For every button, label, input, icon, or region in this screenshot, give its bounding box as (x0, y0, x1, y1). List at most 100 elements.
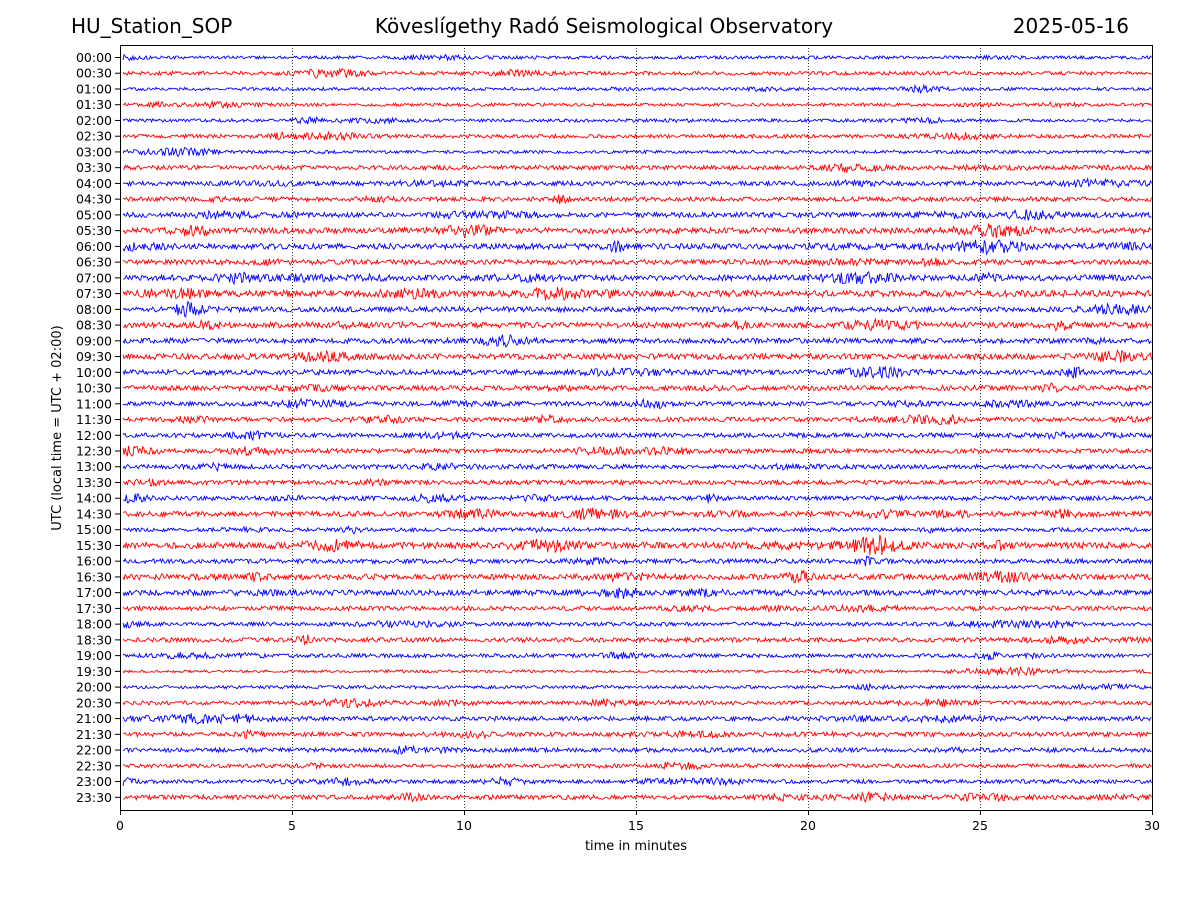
seismic-trace-2330 (122, 790, 1152, 804)
y-tick-label: 20:00 (76, 680, 112, 695)
x-axis-ticks: 0 5 10 15 20 25 30 (116, 810, 1160, 833)
seismic-trace-2130 (122, 728, 1152, 740)
y-tick-label: 15:30 (76, 538, 112, 553)
seismic-trace-2230 (122, 761, 1152, 771)
y-tick-label: 19:00 (76, 648, 112, 663)
y-tick-label: 13:00 (76, 459, 112, 474)
y-tick-label: 00:30 (76, 66, 112, 81)
seismic-trace-1930 (122, 665, 1152, 677)
seismic-trace-1400 (122, 492, 1152, 504)
y-tick-label: 15:00 (76, 522, 112, 537)
y-tick-label: 22:00 (76, 743, 112, 758)
seismic-trace-0200 (122, 116, 1152, 125)
date-label: 2025-05-16 (1012, 14, 1129, 38)
x-axis-label: time in minutes (585, 839, 687, 854)
seismic-trace-1500 (122, 524, 1152, 535)
seismic-trace-1800 (122, 618, 1152, 630)
y-tick-label: 13:30 (76, 475, 112, 490)
y-tick-label: 18:30 (76, 632, 112, 647)
x-tick-label: 30 (1144, 818, 1160, 833)
seismic-trace-0100 (122, 83, 1152, 95)
y-tick-label: 06:30 (76, 255, 112, 270)
seismic-trace-0730 (122, 286, 1152, 302)
y-tick-label: 01:00 (76, 81, 112, 96)
y-tick-label: 10:30 (76, 381, 112, 396)
y-axis-label: UTC (local time = UTC + 02:00) (50, 325, 65, 530)
seismic-trace-0530 (122, 223, 1152, 239)
y-tick-label: 03:00 (76, 144, 112, 159)
seismic-trace-1630 (122, 569, 1152, 584)
seismic-trace-0000 (122, 53, 1152, 62)
seismic-trace-1830 (122, 634, 1152, 646)
y-tick-label: 16:00 (76, 554, 112, 569)
seismic-trace-1130 (122, 413, 1152, 425)
y-tick-label: 11:30 (76, 412, 112, 427)
y-tick-label: 20:30 (76, 695, 112, 710)
y-tick-label: 03:30 (76, 160, 112, 175)
seismic-trace-1100 (122, 397, 1152, 410)
seismic-trace-0300 (122, 146, 1152, 158)
seismic-trace-0630 (122, 257, 1152, 268)
seismic-trace-1230 (122, 445, 1152, 457)
x-tick-label: 10 (456, 818, 472, 833)
y-tick-label: 02:30 (76, 129, 112, 144)
seismic-trace-0600 (122, 239, 1152, 256)
seismic-trace-0800 (122, 300, 1152, 319)
seismic-trace-0900 (122, 334, 1152, 348)
y-tick-label: 17:00 (76, 585, 112, 600)
x-tick-label: 5 (288, 818, 296, 833)
seismic-trace-1600 (122, 555, 1152, 567)
seismic-trace-1530 (122, 534, 1152, 555)
y-tick-label: 08:00 (76, 302, 112, 317)
seismic-trace-1330 (122, 477, 1152, 488)
seismic-trace-1700 (122, 587, 1152, 599)
seismic-trace-1200 (122, 430, 1152, 442)
y-tick-label: 09:30 (76, 349, 112, 364)
seismic-trace-2200 (122, 744, 1152, 755)
y-tick-label: 16:30 (76, 569, 112, 584)
y-tick-label: 07:30 (76, 286, 112, 301)
seismic-trace-0030 (122, 67, 1152, 79)
seismic-trace-0830 (122, 317, 1152, 332)
x-tick-label: 15 (628, 818, 644, 833)
y-tick-label: 00:00 (76, 50, 112, 65)
y-tick-label: 04:00 (76, 176, 112, 191)
trace-group (122, 53, 1152, 804)
y-tick-label: 05:30 (76, 223, 112, 238)
y-tick-label: 17:30 (76, 601, 112, 616)
y-tick-label: 23:30 (76, 790, 112, 805)
y-tick-label: 14:00 (76, 491, 112, 506)
y-tick-label: 23:00 (76, 774, 112, 789)
seismic-trace-0330 (122, 163, 1152, 174)
seismic-trace-1030 (122, 382, 1152, 394)
y-tick-label: 21:00 (76, 711, 112, 726)
seismic-trace-1300 (122, 461, 1152, 473)
y-tick-label: 05:00 (76, 207, 112, 222)
seismic-trace-2100 (122, 713, 1152, 725)
plot-frame (120, 45, 1153, 811)
y-tick-label: 14:30 (76, 506, 112, 521)
y-tick-label: 22:30 (76, 758, 112, 773)
y-tick-label: 02:00 (76, 113, 112, 128)
seismic-trace-2300 (122, 775, 1152, 788)
seismic-trace-1430 (122, 507, 1152, 521)
seismic-trace-2000 (122, 682, 1152, 692)
y-tick-label: 19:30 (76, 664, 112, 679)
y-tick-label: 06:00 (76, 239, 112, 254)
seismic-trace-0230 (122, 130, 1152, 142)
seismic-trace-0400 (122, 177, 1152, 189)
seismic-trace-1730 (122, 603, 1152, 614)
y-tick-label: 18:00 (76, 617, 112, 632)
y-tick-label: 12:00 (76, 428, 112, 443)
observatory-title: Köveslígethy Radó Seismological Observat… (374, 14, 834, 38)
y-tick-label: 07:00 (76, 270, 112, 285)
y-tick-label: 04:30 (76, 192, 112, 207)
seismic-trace-0700 (122, 271, 1152, 286)
seismic-trace-1000 (122, 365, 1152, 380)
y-tick-label: 12:30 (76, 444, 112, 459)
y-tick-label: 01:30 (76, 97, 112, 112)
y-tick-label: 08:30 (76, 318, 112, 333)
seismic-trace-0500 (122, 208, 1152, 222)
y-tick-label: 09:00 (76, 333, 112, 348)
y-axis-ticks: 00:0000:3001:0001:3002:0002:3003:0003:30… (76, 50, 120, 805)
